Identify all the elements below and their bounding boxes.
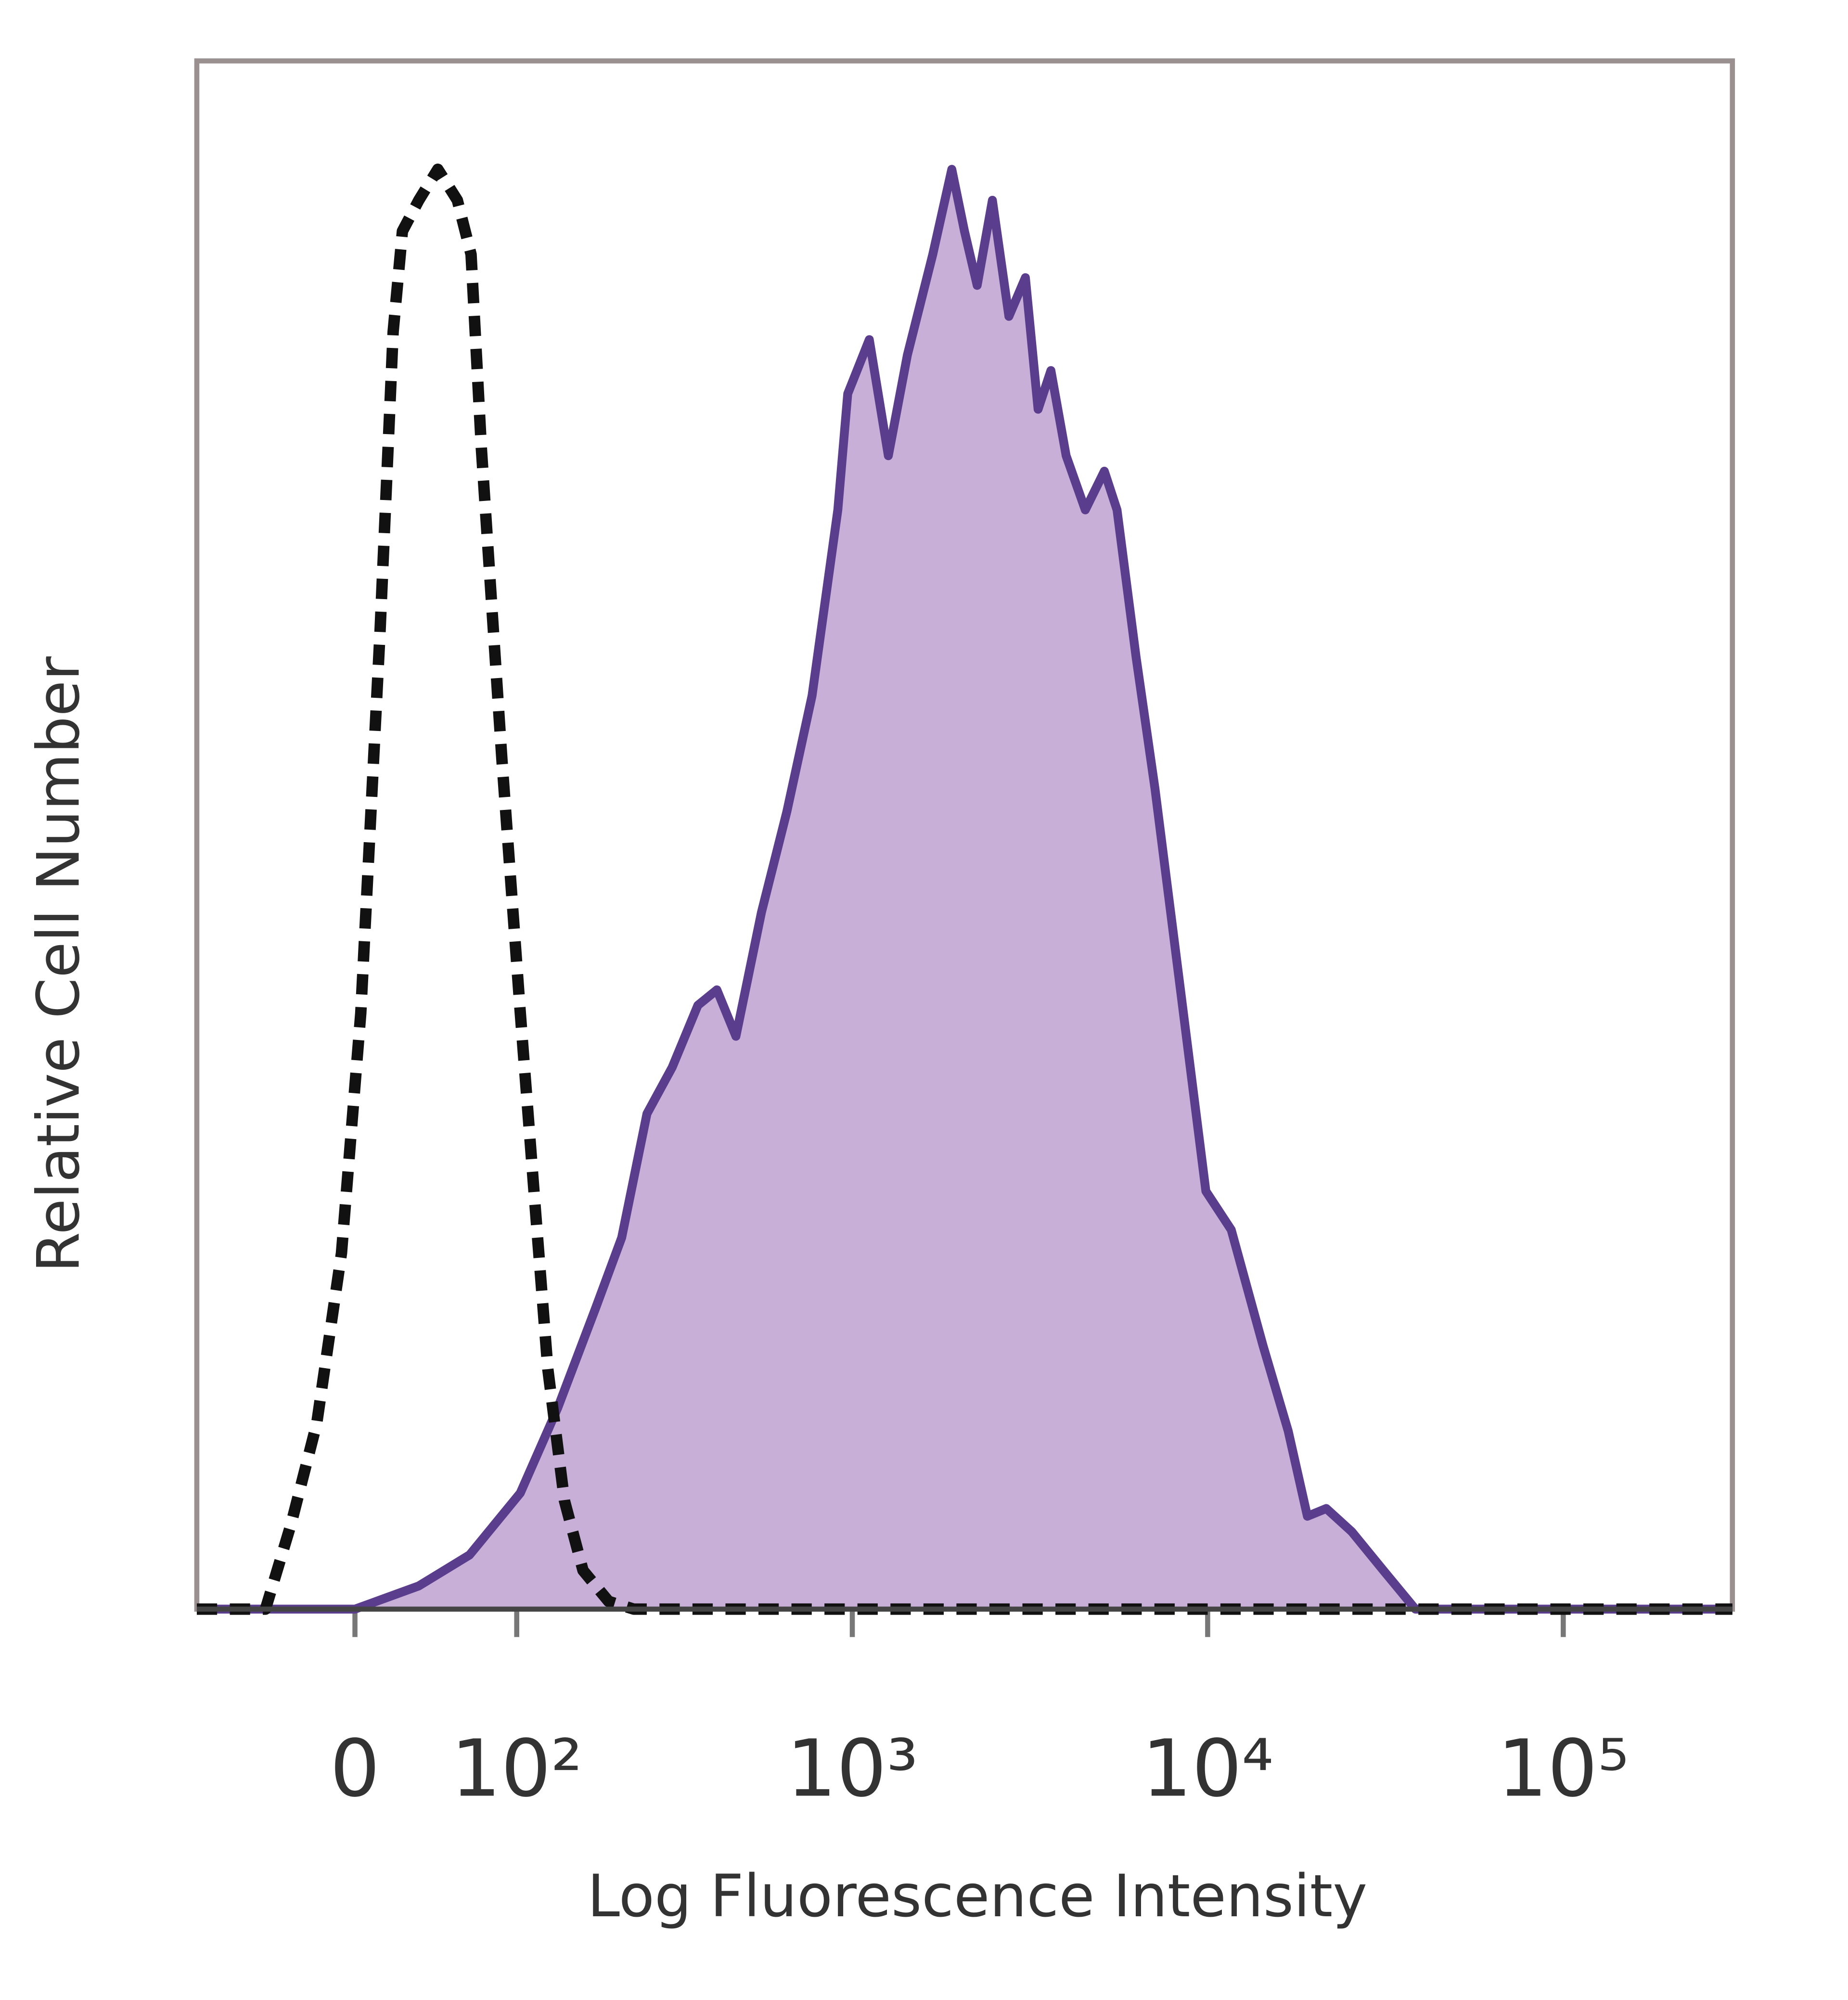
y-axis-label: Relative Cell Number	[25, 656, 93, 1272]
histogram-area	[196, 169, 1732, 1609]
x-tick-label: 0	[330, 1723, 380, 1815]
x-tick-label: 10⁵	[1498, 1723, 1630, 1815]
x-tick-label: 10²	[451, 1723, 583, 1815]
x-tick-label: 10⁴	[1142, 1723, 1274, 1815]
x-tick-label: 10³	[786, 1723, 918, 1815]
histogram-line	[196, 163, 1732, 1615]
x-axis-label: Log Fluorescence Intensity	[587, 1862, 1367, 1930]
histogram-line	[196, 165, 1732, 1614]
